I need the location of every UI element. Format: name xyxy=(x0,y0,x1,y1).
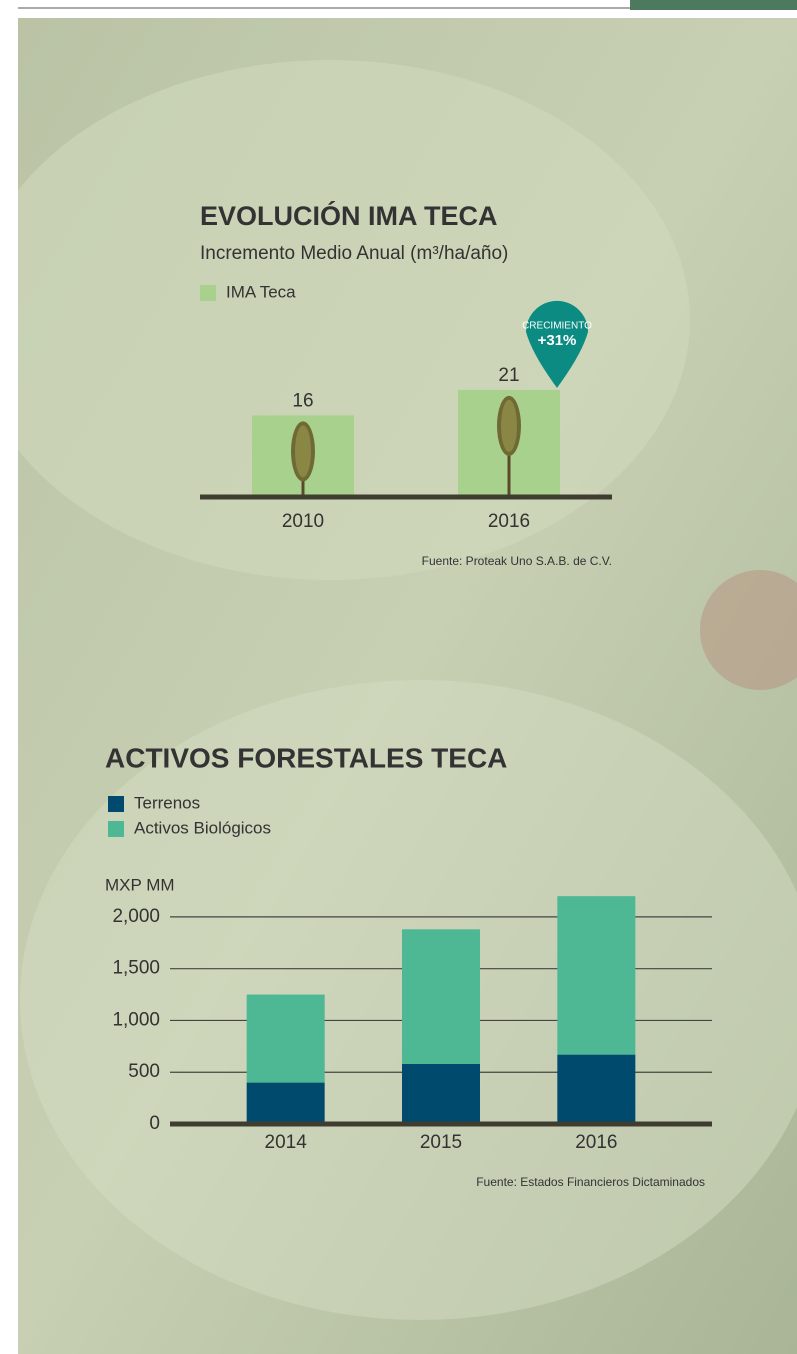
bar-segment xyxy=(557,896,636,1055)
chart-subtitle: Incremento Medio Anual (m³/ha/año) xyxy=(200,243,508,264)
y-tick-label: 2,000 xyxy=(112,906,160,927)
tree-canopy xyxy=(501,399,517,452)
legend-swatch xyxy=(200,285,216,301)
legend-label: Terrenos xyxy=(134,793,200,812)
legend-swatch xyxy=(108,796,124,812)
y-tick-label: 1,500 xyxy=(112,958,160,979)
value-label: 16 xyxy=(292,390,313,411)
x-tick-label: 2016 xyxy=(488,511,530,532)
annotation: CRECIMIENTO xyxy=(522,321,592,332)
bar-segment xyxy=(557,1054,636,1124)
bar-segment xyxy=(246,1082,325,1124)
bar-segment xyxy=(402,929,480,1064)
source: Fuente: Proteak Uno S.A.B. de C.V. xyxy=(422,554,612,568)
tree-canopy xyxy=(295,425,311,478)
axis-label: MXP MM xyxy=(105,875,175,894)
source: Fuente: Estados Financieros Dictaminados xyxy=(476,1175,705,1189)
x-tick-label: 2014 xyxy=(265,1132,308,1153)
x-tick-label: 2015 xyxy=(420,1132,462,1153)
chart-title: EVOLUCIÓN IMA TECA xyxy=(200,200,498,231)
top-tab xyxy=(630,0,797,10)
x-tick-label: 2016 xyxy=(575,1132,617,1153)
bar-segment xyxy=(402,1063,480,1124)
annotation: +31% xyxy=(538,332,577,349)
growth-pin xyxy=(526,300,588,388)
left-margin xyxy=(0,18,18,1354)
y-tick-label: 0 xyxy=(149,1113,160,1134)
top-strip xyxy=(0,0,797,18)
legend-label: IMA Teca xyxy=(226,282,296,301)
y-tick-label: 500 xyxy=(128,1061,160,1082)
legend-label: Activos Biológicos xyxy=(134,818,271,837)
value-label: 21 xyxy=(498,365,519,386)
bar-segment xyxy=(246,994,325,1083)
x-tick-label: 2010 xyxy=(282,511,324,532)
leaf xyxy=(700,570,797,690)
y-tick-label: 1,000 xyxy=(112,1009,160,1030)
chart-title: ACTIVOS FORESTALES TECA xyxy=(105,742,507,773)
legend-swatch xyxy=(108,821,124,837)
